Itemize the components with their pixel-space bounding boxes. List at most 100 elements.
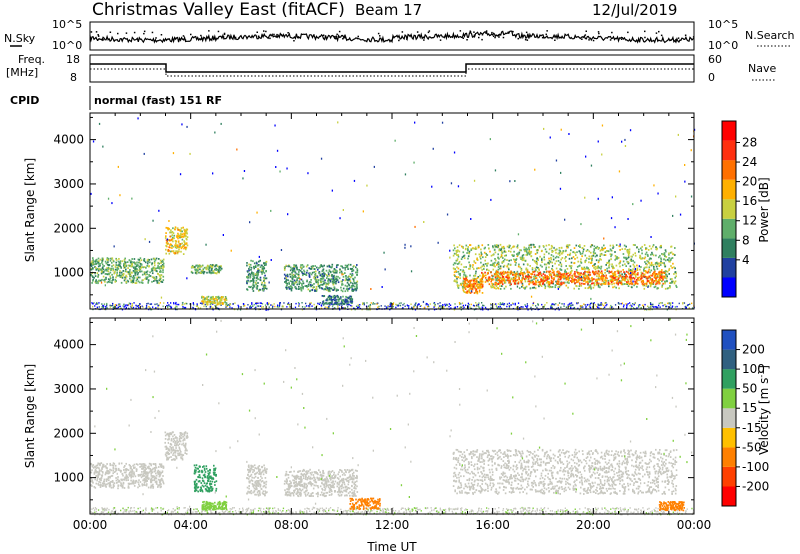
scatter-point bbox=[160, 280, 163, 283]
scatter-point bbox=[135, 271, 137, 274]
freq-tick-bottom: 8 bbox=[70, 71, 77, 84]
scatter-point bbox=[575, 281, 578, 284]
scatter-point bbox=[618, 274, 620, 277]
scatter-point bbox=[584, 261, 586, 264]
scatter-point bbox=[573, 306, 576, 309]
scatter-point bbox=[134, 270, 136, 272]
scatter-point bbox=[274, 124, 276, 127]
scatter-point bbox=[492, 246, 494, 249]
scatter-point bbox=[633, 261, 636, 264]
scatter-point bbox=[283, 269, 286, 271]
scatter-point bbox=[523, 271, 525, 274]
scatter-point bbox=[475, 291, 477, 294]
scatter-point bbox=[177, 250, 179, 253]
scatter-point bbox=[107, 280, 110, 283]
scatter-point bbox=[175, 250, 177, 253]
scatter-point bbox=[186, 302, 188, 305]
scatter-point bbox=[500, 253, 503, 256]
scatter-point bbox=[423, 307, 425, 309]
scatter-point bbox=[575, 269, 578, 271]
scatter-point bbox=[251, 302, 253, 304]
scatter-point bbox=[356, 280, 359, 283]
scatter-point bbox=[661, 280, 663, 283]
scatter-point bbox=[566, 244, 569, 247]
scatter-point bbox=[599, 303, 602, 306]
scatter-point bbox=[321, 287, 324, 290]
scatter-point bbox=[608, 259, 611, 262]
scatter-point bbox=[290, 289, 293, 292]
scatter-point bbox=[370, 302, 372, 304]
scatter-point bbox=[120, 276, 123, 279]
scatter-point bbox=[545, 268, 547, 271]
scatter-point bbox=[298, 285, 300, 288]
scatter-point bbox=[497, 253, 499, 256]
scatter-point bbox=[533, 278, 535, 280]
scatter-point bbox=[579, 251, 581, 254]
scatter-point bbox=[518, 252, 520, 255]
scatter-point bbox=[249, 263, 252, 266]
scatter-point bbox=[547, 284, 550, 287]
scatter-point bbox=[582, 250, 584, 253]
scatter-point bbox=[570, 305, 572, 307]
scatter-point bbox=[674, 267, 676, 270]
scatter-point bbox=[508, 306, 511, 309]
scatter-point bbox=[466, 285, 468, 288]
scatter-point bbox=[484, 277, 487, 279]
scatter-point bbox=[632, 307, 635, 309]
scatter-point bbox=[300, 278, 303, 281]
scatter-point bbox=[495, 305, 498, 307]
scatter-point bbox=[496, 283, 498, 286]
scatter-point bbox=[207, 298, 209, 301]
scatter-point bbox=[491, 278, 493, 280]
scatter-point bbox=[516, 279, 519, 281]
scatter-point bbox=[374, 303, 376, 305]
scatter-point bbox=[652, 264, 654, 266]
scatter-point bbox=[437, 241, 439, 244]
scatter-point bbox=[109, 259, 112, 262]
scatter-point bbox=[342, 299, 345, 301]
noise-search-point bbox=[494, 36, 496, 39]
scatter-point bbox=[683, 302, 686, 304]
scatter-point bbox=[293, 269, 296, 272]
scatter-point bbox=[118, 274, 120, 277]
scatter-point bbox=[502, 257, 504, 259]
scatter-point bbox=[151, 263, 153, 266]
scatter-point bbox=[598, 282, 600, 285]
scatter-point bbox=[137, 280, 140, 283]
scatter-point bbox=[660, 246, 662, 249]
scatter-point bbox=[634, 270, 636, 273]
scatter-point bbox=[345, 295, 347, 298]
scatter-point bbox=[91, 260, 93, 263]
scatter-point bbox=[293, 282, 295, 285]
scatter-point bbox=[323, 304, 325, 306]
scatter-point bbox=[152, 257, 155, 260]
scatter-point bbox=[607, 281, 610, 284]
scatter-point bbox=[305, 302, 307, 305]
scatter-point bbox=[576, 251, 578, 254]
scatter-point bbox=[458, 262, 460, 265]
scatter-point bbox=[517, 233, 520, 236]
scatter-point bbox=[337, 289, 339, 291]
scatter-point bbox=[136, 270, 138, 273]
scatter-point bbox=[530, 306, 532, 309]
scatter-point bbox=[315, 290, 318, 292]
scatter-point bbox=[326, 306, 328, 309]
scatter-point bbox=[247, 304, 249, 306]
scatter-point bbox=[608, 272, 610, 274]
scatter-point bbox=[618, 271, 621, 274]
scatter-point bbox=[649, 302, 652, 304]
scatter-point bbox=[472, 280, 475, 283]
scatter-point bbox=[232, 303, 234, 305]
scatter-point bbox=[102, 145, 104, 148]
scatter-point bbox=[134, 262, 136, 265]
scatter-point bbox=[476, 304, 478, 307]
scatter-point bbox=[605, 250, 608, 252]
scatter-point bbox=[318, 286, 321, 289]
scatter-point bbox=[181, 233, 183, 236]
scatter-point bbox=[519, 307, 522, 309]
scatter-point bbox=[321, 265, 323, 267]
scatter-point bbox=[262, 270, 265, 272]
scatter-point bbox=[166, 240, 168, 243]
scatter-point bbox=[113, 305, 115, 308]
scatter-point bbox=[557, 270, 559, 273]
